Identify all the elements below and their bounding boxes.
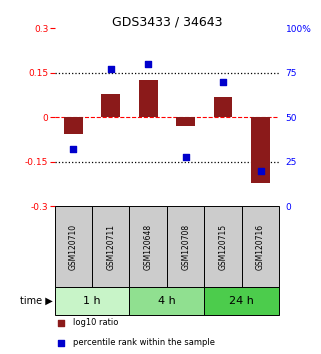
Text: GSM120710: GSM120710 <box>69 224 78 270</box>
Point <box>59 320 64 326</box>
Text: 1 h: 1 h <box>83 296 101 306</box>
Bar <box>214 97 232 118</box>
Bar <box>129 206 167 287</box>
Text: log10 ratio: log10 ratio <box>73 318 118 327</box>
Bar <box>55 287 129 315</box>
Text: 4 h: 4 h <box>158 296 176 306</box>
Bar <box>251 118 270 183</box>
Point <box>71 147 76 152</box>
Bar <box>101 93 120 118</box>
Point <box>221 79 226 85</box>
Text: percentile rank within the sample: percentile rank within the sample <box>73 338 214 347</box>
Bar <box>129 287 204 315</box>
Bar <box>242 206 279 287</box>
Bar <box>176 118 195 126</box>
Point <box>59 340 64 346</box>
Point <box>146 61 151 67</box>
Point <box>183 154 188 159</box>
Title: GDS3433 / 34643: GDS3433 / 34643 <box>112 15 222 28</box>
Bar <box>204 206 242 287</box>
Bar <box>55 206 92 287</box>
Text: 24 h: 24 h <box>230 296 254 306</box>
Bar <box>64 118 83 134</box>
Text: GSM120711: GSM120711 <box>106 224 115 270</box>
Text: time ▶: time ▶ <box>20 296 53 306</box>
Text: GSM120708: GSM120708 <box>181 224 190 270</box>
Point <box>258 168 263 173</box>
Bar <box>167 206 204 287</box>
Text: GSM120716: GSM120716 <box>256 224 265 270</box>
Bar <box>92 206 129 287</box>
Text: GSM120648: GSM120648 <box>144 224 153 270</box>
Text: GSM120715: GSM120715 <box>219 224 228 270</box>
Bar <box>204 287 279 315</box>
Bar <box>139 80 158 118</box>
Point <box>108 67 113 72</box>
